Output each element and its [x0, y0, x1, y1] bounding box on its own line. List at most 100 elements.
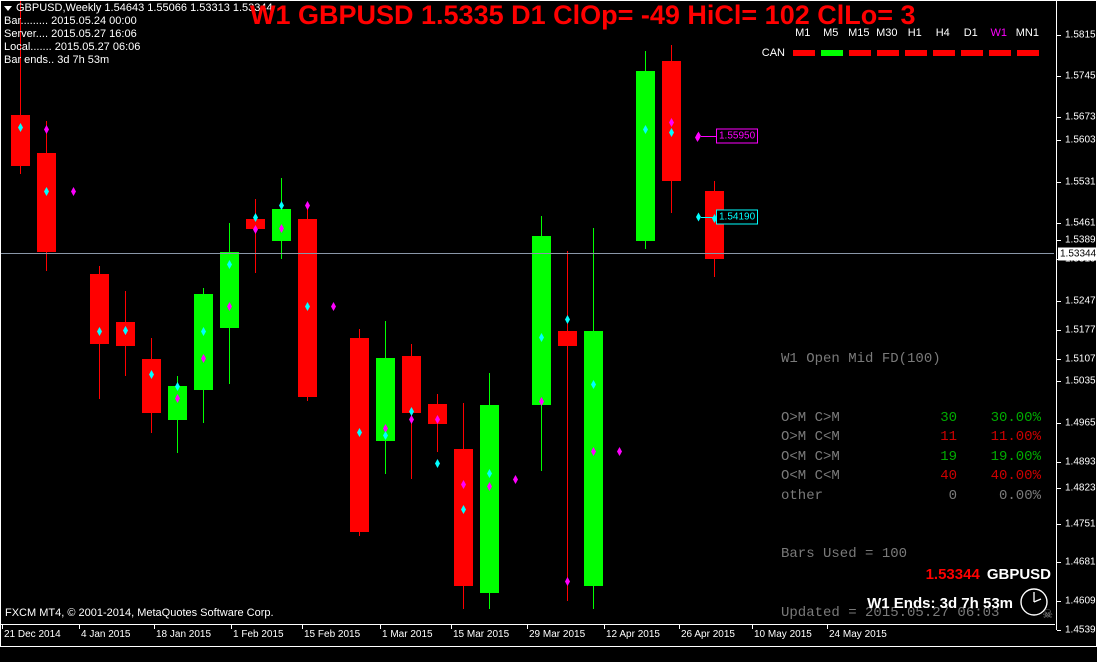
chevron-down-icon[interactable] [4, 5, 12, 11]
candle-body[interactable] [558, 331, 577, 346]
stats-updated: Updated = 2015.05.27 06:03 [781, 604, 1000, 621]
candle-body[interactable] [454, 449, 473, 586]
indicator-dot [71, 187, 76, 196]
indicator-dot [305, 302, 310, 311]
indicator-dot [123, 326, 128, 335]
indicator-dot [175, 382, 180, 391]
can-bar-w1 [989, 50, 1011, 56]
price-axis-label: 1.51070 [1065, 353, 1097, 365]
indicator-dot [539, 333, 544, 342]
timeframe-label-d1[interactable]: D1 [963, 27, 978, 39]
price-tag-label[interactable]: 1.54190 [716, 209, 759, 225]
price-axis-tick [1057, 423, 1061, 424]
price-axis-label: 1.51770 [1065, 324, 1097, 336]
symbol-period-ohlc: GBPUSD,Weekly 1.54643 1.55066 1.53313 1.… [16, 2, 273, 14]
indicator-dot [435, 459, 440, 468]
price-axis-tick [1057, 140, 1061, 141]
stats-row: O<M C<M 40 40.00% [781, 467, 1041, 487]
price-axis-label: 1.54610 [1065, 217, 1097, 229]
timeframe-label-m5[interactable]: M5 [823, 27, 839, 39]
can-bar-m5 [821, 50, 843, 56]
timeframe-label-m15[interactable]: M15 [848, 27, 870, 39]
time-axis-label: 10 May 2015 [754, 629, 812, 640]
price-axis-label: 1.48930 [1065, 456, 1097, 468]
indicator-dot [44, 125, 49, 134]
time-axis-label: 24 May 2015 [829, 629, 887, 640]
can-bar-d1 [961, 50, 983, 56]
candle-body[interactable] [532, 236, 551, 405]
stats-row-label: other [781, 487, 824, 504]
chart-plot-area[interactable] [1, 1, 1055, 609]
price-axis-label: 1.49650 [1065, 417, 1097, 429]
candle-body[interactable] [11, 115, 30, 166]
timeframe-label-mn1[interactable]: MN1 [1015, 27, 1039, 39]
price-axis-tick [1057, 182, 1061, 183]
indicator-dot [565, 577, 570, 586]
price-tag-label[interactable]: 1.55950 [716, 128, 759, 144]
timeframe-panel: M1 M5 M15 M30 H1 H4 D1 W1 MN1 CAN [762, 27, 1039, 59]
candle-body[interactable] [220, 252, 239, 328]
time-axis[interactable]: 21 Dec 2014 4 Jan 2015 18 Jan 2015 1 Feb 20… [1, 624, 1055, 646]
clock-icon: ☠ [1019, 587, 1053, 620]
time-axis-tick [752, 625, 753, 629]
candle-body[interactable] [142, 359, 161, 413]
price-axis-tick [1057, 117, 1061, 118]
price-axis-label: 1.58150 [1065, 29, 1097, 41]
stats-row-count: 19 [940, 448, 957, 465]
stats-panel: W1 Open Mid FD(100) O>M C>M 30 30.00% O>M C… [781, 311, 1041, 662]
timeframe-label-h1[interactable]: H1 [907, 27, 922, 39]
price-tag-marker [696, 212, 701, 222]
time-axis-tick [2, 625, 3, 629]
timeframe-label-w1[interactable]: W1 [990, 27, 1008, 39]
price-axis-label: 1.46090 [1065, 595, 1097, 607]
timeframe-label-m30[interactable]: M30 [876, 27, 898, 39]
stats-row: O>M C<M 11 11.00% [781, 428, 1041, 448]
time-axis-label: 29 Mar 2015 [529, 629, 586, 640]
summary-ends-row: W1 Ends: 3d 7h 53m ☠ [867, 587, 1053, 620]
candle-body[interactable] [90, 274, 109, 344]
summary-price-row: 1.53344 GBPUSD [867, 566, 1051, 583]
indicator-dot [565, 315, 570, 324]
candle-body[interactable] [584, 331, 603, 586]
indicator-dot [487, 482, 492, 491]
price-axis-label: 1.46810 [1065, 556, 1097, 568]
candle-body[interactable] [246, 219, 265, 229]
timeframe-label-h4[interactable]: H4 [935, 27, 950, 39]
time-axis-tick [302, 625, 303, 629]
indicator-dot [44, 187, 49, 196]
time-axis-tick [827, 625, 828, 629]
price-axis-label: 1.53890 [1065, 234, 1097, 246]
price-tag-leader [701, 217, 716, 218]
candle-body[interactable] [636, 71, 655, 241]
candle-body[interactable] [376, 358, 395, 441]
candle-body[interactable] [37, 153, 56, 252]
candle-body[interactable] [428, 404, 447, 424]
time-axis-tick [679, 625, 680, 629]
stats-row-count: 0 [948, 487, 957, 504]
timeframe-label-m1[interactable]: M1 [795, 27, 811, 39]
symbol-row[interactable]: GBPUSD,Weekly 1.54643 1.55066 1.53313 1.… [4, 2, 273, 15]
can-label: CAN [761, 47, 785, 59]
indicator-dot [305, 201, 310, 210]
stats-row-label: O>M C<M [781, 429, 840, 445]
candle-wick [255, 199, 256, 273]
current-price-line [0, 253, 1054, 254]
indicator-dot [539, 397, 544, 406]
price-axis[interactable]: 1.58150 1.57450 1.56730 1.56030 1.55310 1.546… [1056, 1, 1097, 636]
candle-body[interactable] [705, 191, 724, 259]
indicator-dot [383, 431, 388, 440]
price-axis-label: 1.52470 [1065, 295, 1097, 307]
candle-body[interactable] [402, 356, 421, 413]
candle-body[interactable] [168, 386, 187, 420]
stats-row-percent: 11.00% [990, 429, 1041, 445]
indicator-dot [331, 302, 336, 311]
candle-body[interactable] [480, 405, 499, 593]
price-tag-leader [701, 136, 716, 137]
current-price-label: 1.53344 [1058, 247, 1097, 261]
summary-ends-label: W1 Ends: 3d 7h 53m [867, 594, 1013, 612]
indicator-dot [513, 475, 518, 484]
stats-row-percent: 0.00% [998, 487, 1041, 504]
time-axis-tick [231, 625, 232, 629]
candle-body[interactable] [194, 294, 213, 390]
time-axis-tick [451, 625, 452, 629]
